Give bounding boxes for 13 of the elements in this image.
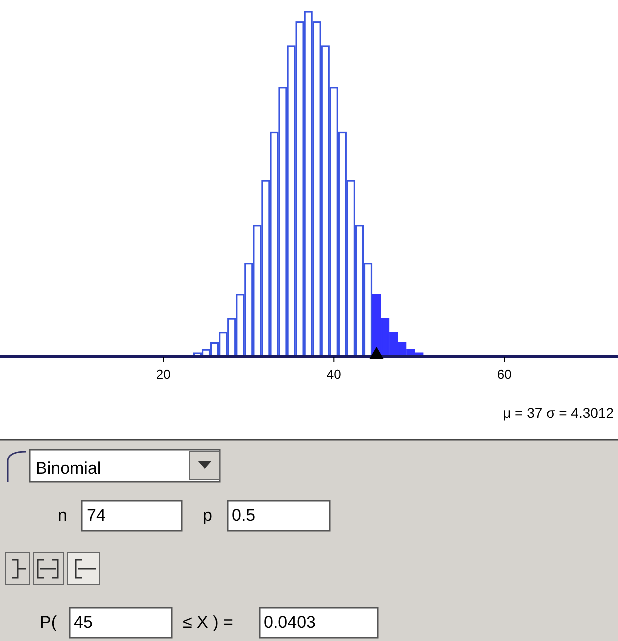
x-tick-label: 60	[497, 367, 512, 382]
text: P(	[40, 613, 58, 632]
text: n	[58, 506, 68, 525]
text: 0.5	[232, 506, 256, 525]
text: Binomial	[36, 459, 102, 478]
x-tick-label: 40	[326, 367, 342, 382]
text: 74	[87, 506, 106, 525]
text: μ = 37 σ = 4.3012	[503, 405, 614, 421]
text: 0.0403	[264, 613, 316, 632]
text: 45	[74, 613, 93, 632]
x-tick-label: 20	[156, 367, 171, 382]
text: p	[203, 506, 212, 525]
text: ≤ X ) =	[183, 613, 234, 632]
